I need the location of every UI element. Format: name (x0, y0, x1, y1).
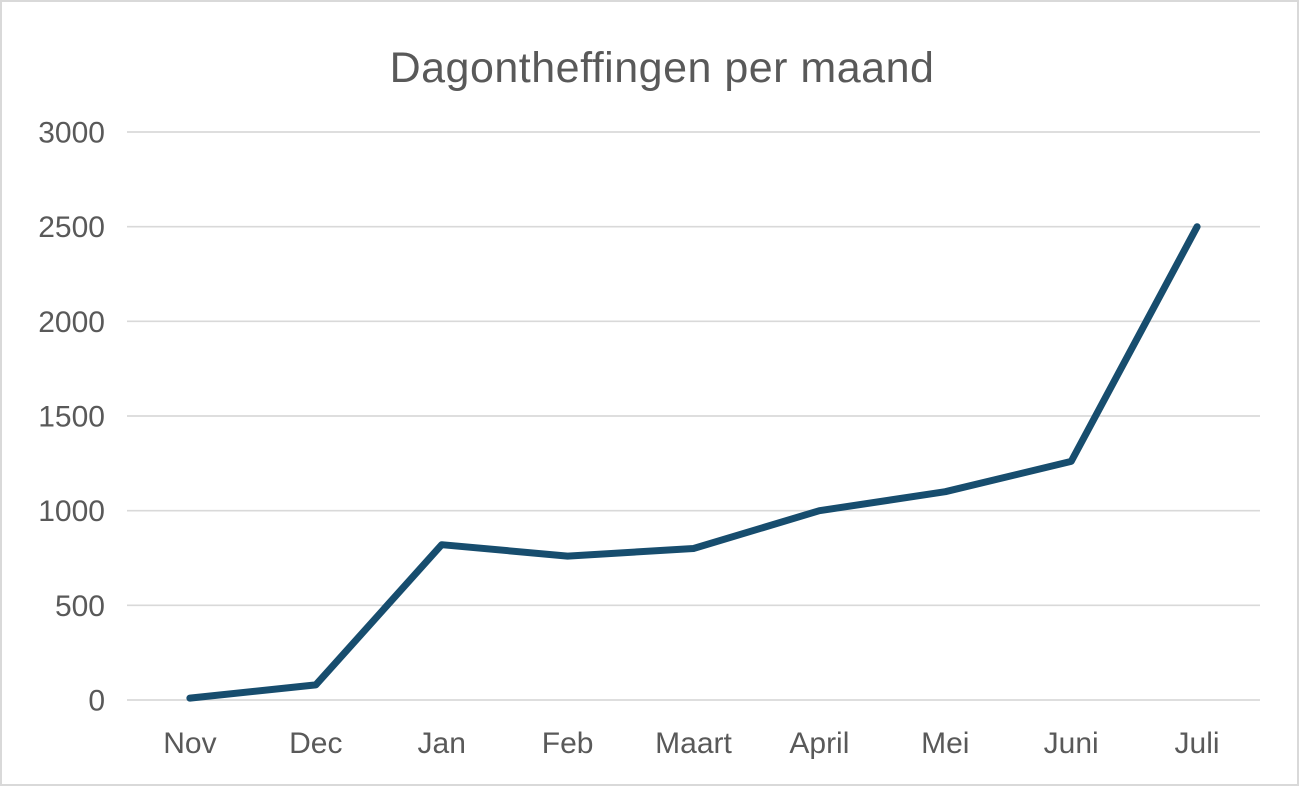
data-series-line (186, 223, 1201, 702)
chart-title: Dagontheffingen per maand (390, 44, 935, 92)
y-axis-tick-label: 3000 (38, 117, 105, 150)
y-axis-tick-label: 1000 (38, 495, 105, 528)
x-axis-category-label: Juni (1044, 727, 1099, 760)
y-axis-tick-label: 2000 (38, 306, 105, 339)
y-axis-tick-label: 1500 (38, 401, 105, 434)
x-axis-category-label: April (789, 727, 849, 760)
y-axis-labels-layer: 0 500 1000 1500 2000 2500 3000 (38, 117, 105, 718)
y-axis-tick-label: 0 (88, 685, 105, 718)
series-layer (186, 223, 1201, 702)
y-axis-tick-label: 500 (55, 590, 105, 623)
x-axis-category-label: Maart (655, 727, 732, 760)
x-axis-category-label: Jan (418, 727, 466, 760)
gridlines-layer (127, 131, 1260, 701)
y-axis-tick-label: 2500 (38, 211, 105, 244)
x-axis-category-label: Dec (289, 727, 342, 760)
x-axis-category-label: Mei (921, 727, 969, 760)
x-axis-labels-layer: Nov Dec Jan Feb Maart April Mei Juni Juli (163, 727, 1219, 760)
x-axis-category-label: Juli (1175, 727, 1220, 760)
x-axis-category-label: Nov (163, 727, 216, 760)
x-axis-category-label: Feb (542, 727, 594, 760)
